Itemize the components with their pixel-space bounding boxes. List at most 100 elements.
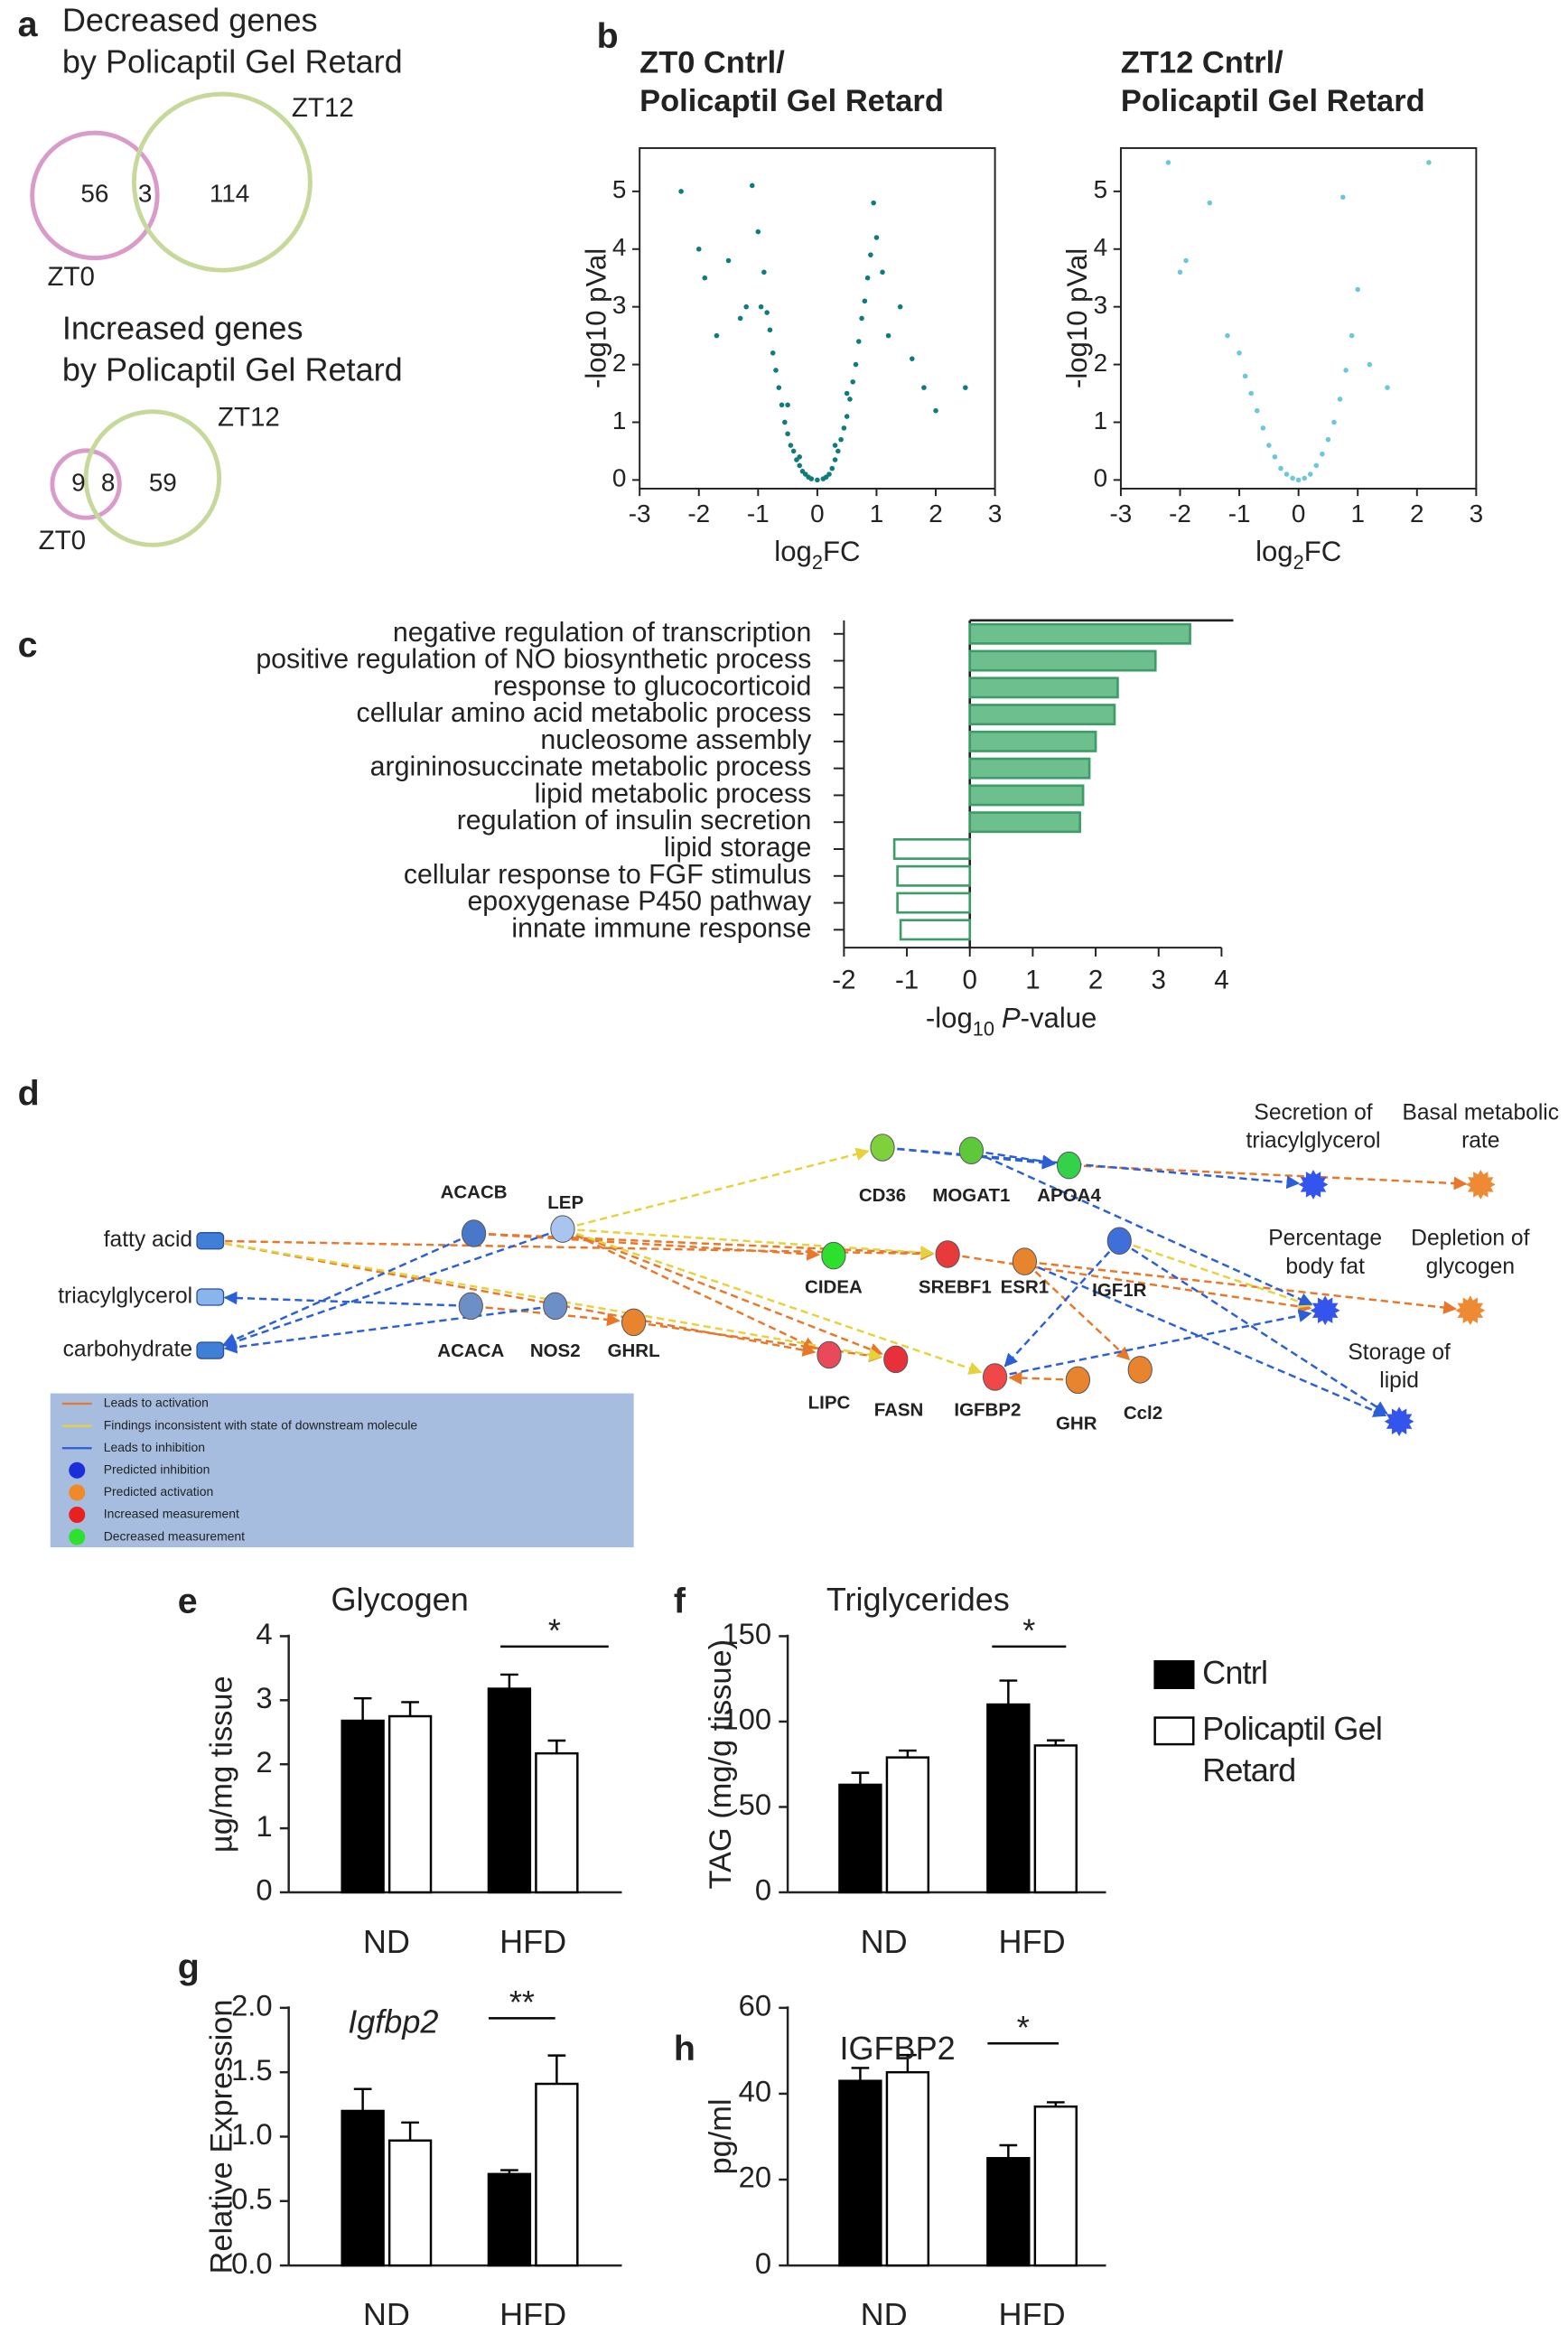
point xyxy=(808,476,815,481)
y-tick-label: 60 xyxy=(739,1989,771,2022)
protein-node xyxy=(1012,1247,1037,1275)
x-tick-label: 2 xyxy=(1410,500,1424,528)
protein-node xyxy=(982,1363,1008,1391)
x-tick-label: -2 xyxy=(687,500,710,528)
point xyxy=(1248,390,1254,397)
network-edge xyxy=(223,1291,456,1307)
point xyxy=(864,275,871,281)
plot-title-box: ZT0 Cntrl/ Policaptil Gel Retard xyxy=(639,46,944,119)
chemical-node xyxy=(196,1341,225,1359)
network-edge xyxy=(576,1147,870,1227)
point xyxy=(873,235,880,240)
bar xyxy=(968,704,1116,726)
x-axis-label-part: 10 xyxy=(973,1017,994,1040)
bar xyxy=(892,838,972,860)
network-edge xyxy=(222,1232,549,1349)
plot-title-box: ZT12 Cntrl/ Policaptil Gel Retard xyxy=(1121,46,1425,119)
point xyxy=(844,414,850,419)
point xyxy=(758,303,764,310)
x-tick-label: -3 xyxy=(629,500,651,528)
point xyxy=(767,327,773,333)
function-node xyxy=(1310,1295,1340,1326)
point xyxy=(1313,462,1320,469)
legend-label: Decreased measurement xyxy=(104,1528,245,1543)
category-label: argininosuccinate metabolic process xyxy=(370,752,812,782)
y-tick-label: 100 xyxy=(722,1703,771,1736)
y-tick-label: 1 xyxy=(612,406,627,434)
venn-title-box: Decreased genes by Policaptil Gel Retard xyxy=(61,1,403,79)
legend-label: Leads to inhibition xyxy=(104,1440,205,1454)
function-node xyxy=(1455,1295,1486,1326)
network-edge xyxy=(1037,1265,1387,1417)
bar xyxy=(968,677,1119,699)
x-tick-label: 1 xyxy=(870,500,884,528)
x-tick-label: 3 xyxy=(988,500,1003,528)
network-edge xyxy=(575,1233,883,1356)
point xyxy=(1290,475,1295,481)
protein-label: GHR xyxy=(1056,1413,1097,1433)
bar xyxy=(896,892,972,914)
set-circle xyxy=(50,448,122,520)
point xyxy=(1349,332,1355,339)
set-circle xyxy=(83,409,222,547)
x-tick-label: 3 xyxy=(1470,500,1484,528)
panel-label: b xyxy=(597,16,619,56)
bar xyxy=(487,2172,532,2267)
y-tick-label: 0.5 xyxy=(231,2181,273,2215)
protein-label: ACACB xyxy=(441,1182,508,1203)
protein-label: LIPC xyxy=(808,1392,851,1413)
x-tick-label: -2 xyxy=(832,966,855,995)
venn-title: Decreased genes by Policaptil Gel Retard xyxy=(61,1,403,79)
panel-label: f xyxy=(674,1582,686,1621)
network-edge xyxy=(223,1306,541,1354)
x-axis-label-part: 2 xyxy=(812,551,823,574)
protein-label: ACACA xyxy=(437,1340,504,1361)
point xyxy=(897,303,903,310)
legend-dot xyxy=(69,1506,86,1524)
bar xyxy=(487,1687,532,1894)
point xyxy=(797,454,802,460)
venn-title-box: Increased genes by Policaptil Gel Retard xyxy=(61,309,403,388)
panel-label: e xyxy=(178,1582,198,1621)
function-label-box: Depletion of glycogen xyxy=(1411,1226,1529,1279)
bar xyxy=(1033,2105,1078,2267)
point xyxy=(1237,350,1242,356)
category-label: lipid metabolic process xyxy=(535,779,812,808)
y-axis-label: -log10 pVal xyxy=(1061,248,1093,388)
point xyxy=(702,275,708,281)
protein-node xyxy=(883,1345,909,1374)
legend-swatch xyxy=(1153,1716,1195,1746)
function-label-box: Secretion of triacylglycerol xyxy=(1246,1100,1381,1153)
point xyxy=(853,361,859,368)
legend-label: Predicted activation xyxy=(104,1484,214,1499)
point xyxy=(838,436,844,443)
legend-label: Leads to activation xyxy=(104,1396,209,1410)
venn-title: Increased genes by Policaptil Gel Retard xyxy=(61,309,403,388)
bar xyxy=(341,2109,385,2267)
bar xyxy=(341,1719,385,1894)
legend-label: Policaptil Gel Retard xyxy=(1202,1710,1383,1788)
network-edge xyxy=(1131,1247,1388,1415)
category-label: innate immune response xyxy=(511,913,811,943)
y-tick-label: 2 xyxy=(612,349,627,377)
y-tick-label: 4 xyxy=(1094,233,1108,261)
significance-label: * xyxy=(1022,1612,1035,1649)
y-axis-label: TAG (mg/g tissue) xyxy=(704,1639,738,1890)
x-axis-label-part: -value xyxy=(1021,1003,1097,1034)
point xyxy=(737,315,743,322)
function-label-box: Basal metabolic rate xyxy=(1402,1100,1559,1153)
chemical-label: fatty acid xyxy=(104,1228,192,1252)
protein-node xyxy=(550,1215,575,1243)
protein-label: NOS2 xyxy=(530,1340,581,1361)
point xyxy=(1260,425,1266,431)
protein-node xyxy=(621,1308,647,1337)
protein-label: ESR1 xyxy=(1001,1277,1050,1298)
y-tick-label: 1.5 xyxy=(231,2053,273,2087)
set-label: ZT12 xyxy=(292,93,354,123)
network-edge xyxy=(648,1322,882,1363)
protein-node xyxy=(543,1292,568,1321)
y-axis-label: Relative Expression xyxy=(205,1999,239,2274)
significance-label: * xyxy=(548,1612,561,1649)
point xyxy=(850,378,856,385)
x-axis-label-part: 2 xyxy=(1293,551,1304,574)
